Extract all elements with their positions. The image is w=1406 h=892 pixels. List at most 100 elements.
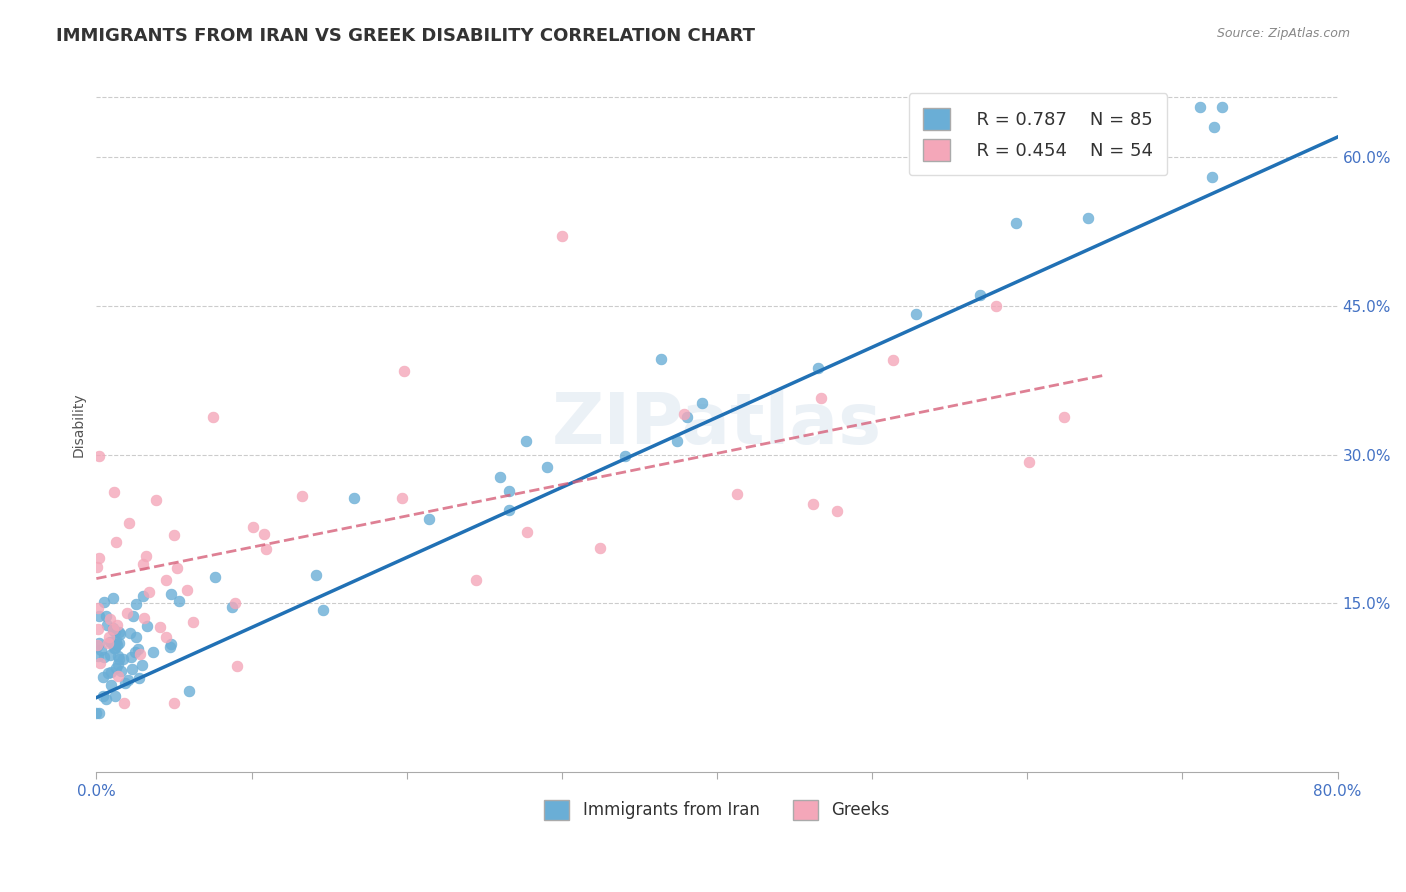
Point (104, 661, 127, 675)
Point (160, 637, 183, 651)
Point (118, 626, 141, 640)
Point (93, 689, 115, 703)
Point (169, 594, 191, 608)
Point (129, 647, 152, 661)
Point (124, 645, 146, 659)
Point (105, 638, 128, 652)
Point (221, 599, 243, 614)
Point (105, 618, 128, 632)
Point (98, 630, 121, 644)
Point (882, 353, 904, 368)
Point (801, 497, 824, 511)
Point (87, 600, 110, 615)
Point (87, 706, 110, 720)
Point (665, 434, 688, 448)
Point (96, 618, 118, 632)
Point (589, 541, 612, 555)
Point (100, 665, 122, 680)
Point (101, 622, 124, 636)
Point (498, 483, 520, 498)
Point (904, 307, 927, 321)
Legend: Immigrants from Iran, Greeks: Immigrants from Iran, Greeks (531, 786, 903, 833)
Point (111, 651, 134, 665)
Point (93, 650, 115, 665)
Point (204, 570, 226, 584)
Point (86, 639, 108, 653)
Point (149, 620, 172, 634)
Point (91, 670, 114, 684)
Point (94, 608, 117, 623)
Point (108, 636, 131, 650)
Point (89, 449, 111, 463)
Point (155, 573, 177, 587)
Point (138, 584, 160, 599)
Point (242, 520, 264, 534)
Point (806, 361, 828, 376)
Point (305, 567, 328, 582)
Point (115, 606, 138, 620)
Point (86, 638, 108, 652)
Point (108, 624, 131, 639)
Point (201, 410, 224, 425)
Point (110, 665, 132, 679)
Point (103, 591, 125, 606)
Point (135, 619, 157, 633)
Point (825, 504, 848, 518)
Point (100, 648, 122, 663)
Text: ZIPatlas: ZIPatlas (553, 390, 882, 459)
Point (673, 407, 696, 421)
Point (551, 229, 574, 244)
Point (89, 609, 111, 624)
Point (1018, 455, 1040, 469)
Point (107, 657, 129, 672)
Point (132, 589, 155, 603)
Point (98, 612, 121, 626)
Point (103, 485, 125, 500)
Point (125, 630, 148, 644)
Point (117, 673, 139, 688)
Point (90, 642, 112, 657)
Point (131, 558, 153, 572)
Point (1084, 162, 1107, 177)
Point (163, 696, 186, 710)
Point (110, 627, 132, 641)
Point (690, 396, 713, 410)
Point (142, 645, 165, 659)
Point (93, 595, 115, 609)
Point (224, 596, 246, 610)
Point (86, 706, 108, 720)
Point (253, 527, 276, 541)
Point (516, 524, 538, 539)
Point (98, 635, 121, 649)
Point (291, 490, 314, 504)
Point (1211, 100, 1233, 114)
Point (226, 659, 249, 673)
Point (465, 573, 488, 587)
Point (1052, 409, 1074, 424)
Point (87, 622, 110, 636)
Point (1004, 216, 1026, 230)
Point (107, 649, 129, 664)
Point (159, 640, 181, 655)
Point (145, 492, 167, 507)
Point (97, 636, 120, 650)
Point (114, 696, 136, 710)
Point (104, 624, 127, 639)
Point (105, 635, 128, 649)
Point (104, 689, 127, 703)
Point (810, 391, 832, 405)
Point (179, 684, 201, 698)
Point (391, 491, 413, 505)
Point (159, 587, 181, 601)
Point (128, 671, 150, 685)
Point (97, 666, 120, 681)
Point (120, 650, 142, 665)
Point (489, 470, 512, 484)
Point (536, 459, 558, 474)
Point (163, 528, 186, 542)
Point (498, 503, 520, 517)
Point (418, 512, 440, 526)
Point (1189, 100, 1212, 114)
Point (101, 623, 124, 637)
Point (105, 535, 128, 549)
